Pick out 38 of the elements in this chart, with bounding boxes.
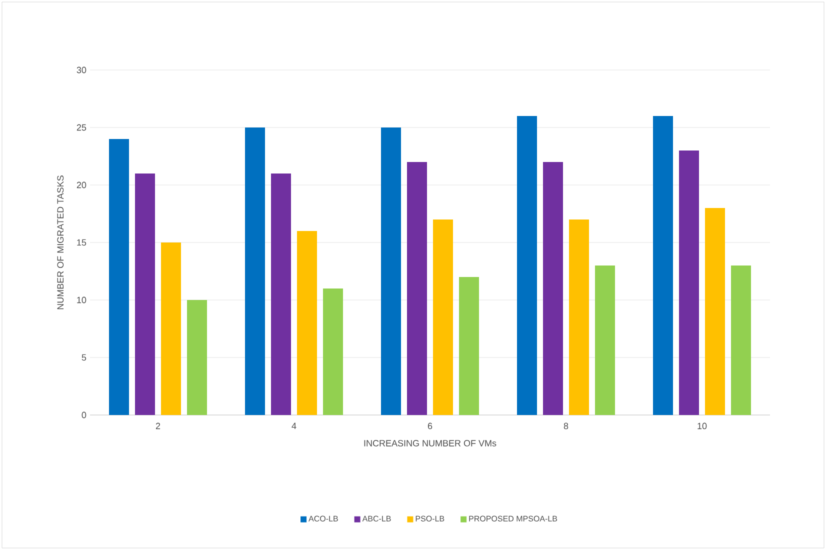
bar [543, 162, 564, 415]
y-tick-label: 5 [82, 354, 86, 361]
bar [109, 139, 130, 415]
y-tick-label: 15 [77, 239, 86, 246]
bar [381, 128, 402, 415]
y-axis-title: NUMBER OF MIGRATED TASKS [57, 176, 64, 310]
y-tick-label: 30 [76, 66, 86, 74]
bar [135, 174, 156, 415]
x-tick-label: 6 [428, 422, 432, 430]
bar [705, 208, 725, 415]
x-tick-label: 8 [564, 422, 568, 430]
bar [323, 288, 344, 415]
x-tick-label: 10 [698, 422, 707, 430]
bar [161, 242, 182, 415]
y-tick-label: 20 [76, 182, 86, 188]
x-tick-label: 2 [156, 422, 160, 430]
bar [245, 128, 266, 415]
bar [271, 174, 292, 415]
bar [731, 266, 752, 415]
x-axis-title: INCREASING NUMBER OF VMs [364, 440, 496, 446]
y-tick-label: 0 [82, 412, 86, 418]
bar [569, 220, 589, 415]
x-tick-label: 4 [292, 422, 296, 429]
bar [653, 116, 673, 415]
bar [407, 162, 428, 415]
bar [187, 300, 208, 415]
bar [433, 220, 454, 415]
legend-label: PROPOSED MPSOA-LB [469, 516, 558, 522]
y-tick-label: 25 [76, 124, 86, 131]
bar [459, 277, 480, 415]
bar [595, 266, 616, 415]
legend-label: ACO-LB [308, 516, 338, 522]
y-tick-label: 10 [77, 296, 86, 304]
bar [679, 150, 699, 415]
bar [517, 116, 538, 415]
legend-label: ABC-LB [362, 516, 391, 522]
legend-label: PSO-LB [416, 516, 444, 522]
bar [297, 231, 318, 415]
